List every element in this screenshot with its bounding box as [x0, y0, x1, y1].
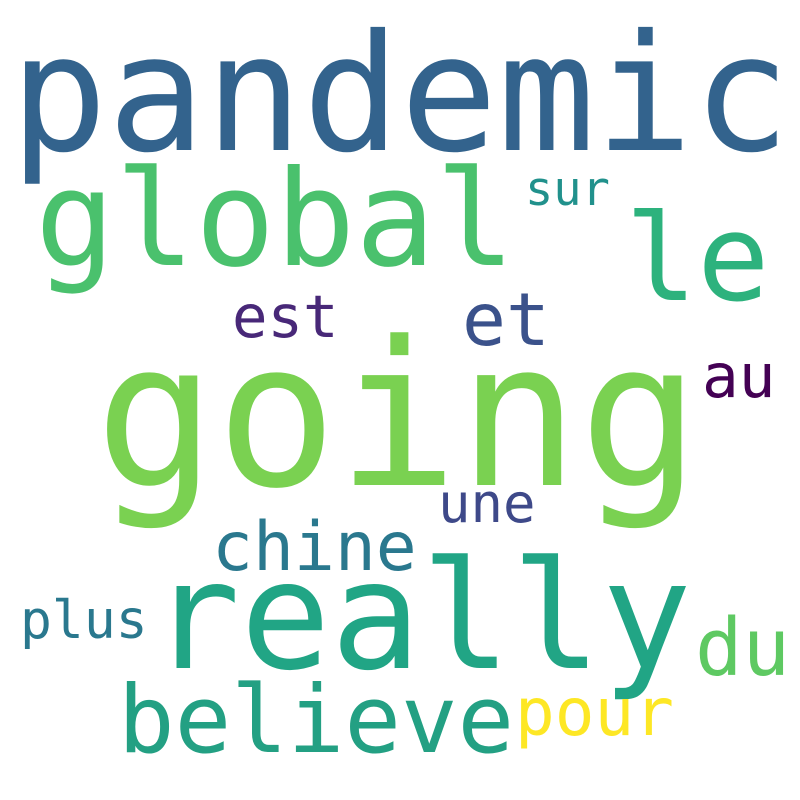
word: et: [462, 278, 550, 363]
word: really: [150, 530, 692, 704]
word: le: [625, 190, 770, 329]
word: chine: [212, 508, 417, 587]
word: pour: [515, 674, 674, 751]
word: pandemic: [10, 1, 790, 189]
word: sur: [525, 162, 610, 217]
word: plus: [20, 590, 148, 651]
word: une: [438, 472, 536, 535]
word: du: [695, 602, 790, 694]
word: going: [95, 299, 700, 533]
word: est: [232, 282, 339, 351]
word: global: [35, 143, 515, 297]
word: believe: [118, 666, 514, 775]
word: au: [702, 341, 775, 412]
